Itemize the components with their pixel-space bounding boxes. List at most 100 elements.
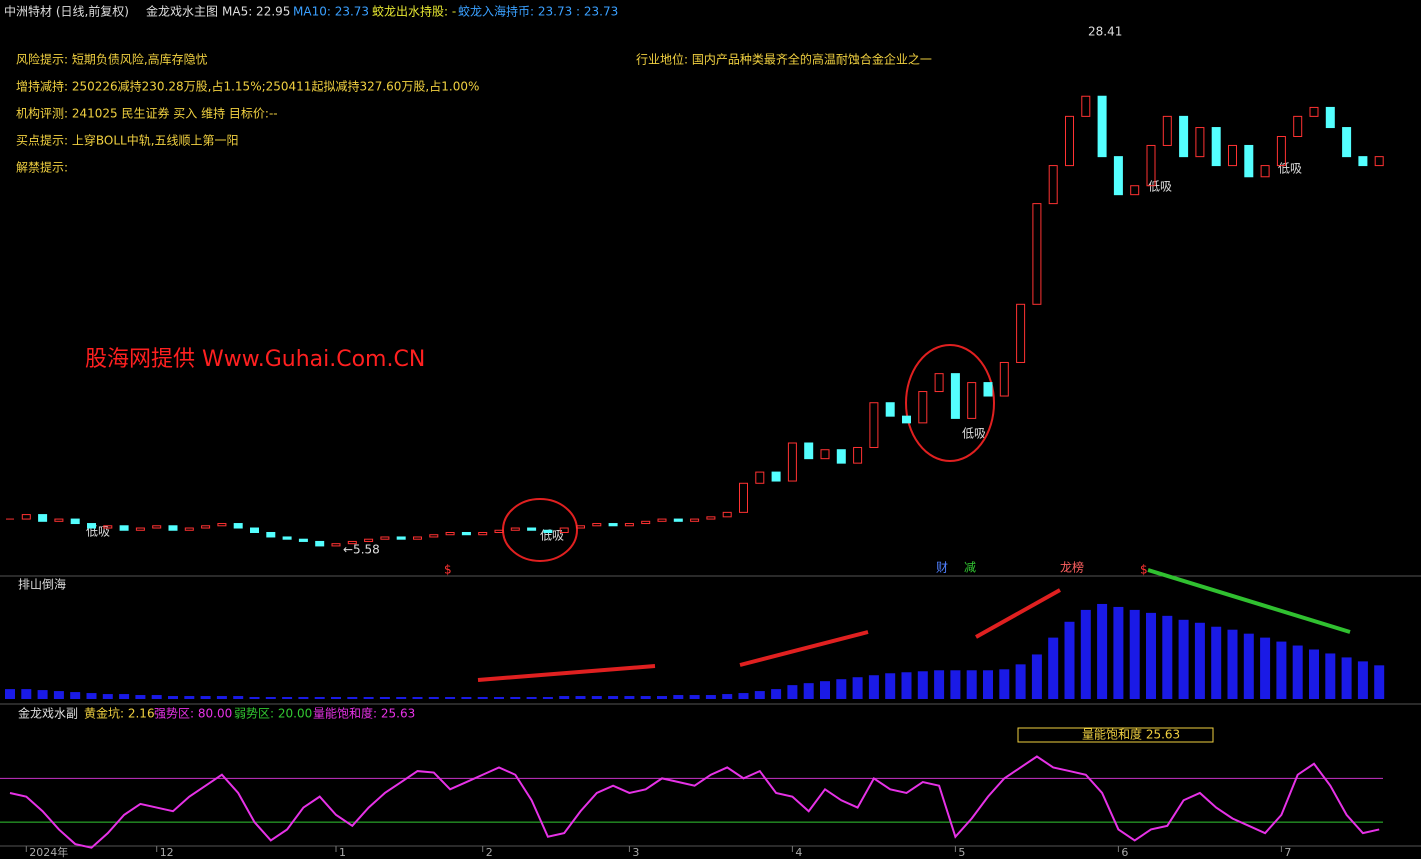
- event: $: [1140, 563, 1148, 577]
- candle: [21, 514, 31, 520]
- candle: [152, 525, 162, 529]
- high-label: 28.41: [1088, 25, 1122, 39]
- bar: [412, 697, 423, 699]
- event: 龙榜: [1060, 560, 1084, 575]
- candle: [233, 523, 243, 529]
- candle: [755, 471, 765, 484]
- bar: [836, 679, 847, 699]
- event: $: [444, 563, 452, 577]
- bar: [999, 669, 1010, 699]
- bar: [1276, 641, 1287, 699]
- bar: [754, 691, 765, 699]
- bar: [1374, 665, 1385, 699]
- candle: [999, 361, 1009, 397]
- bar: [331, 697, 341, 699]
- candle: [298, 538, 308, 542]
- bar: [966, 670, 977, 699]
- bar: [1341, 657, 1352, 699]
- candle: [1048, 165, 1058, 205]
- bar: [852, 677, 863, 699]
- candle: [1130, 185, 1140, 196]
- candle: [1113, 156, 1123, 196]
- candle: [1032, 203, 1042, 305]
- candle: [950, 373, 960, 419]
- stock-title: 中洲特材 (日线,前复权): [4, 4, 129, 19]
- candle: [853, 446, 863, 464]
- bar: [983, 670, 993, 699]
- candle: [787, 442, 797, 482]
- bar: [1194, 622, 1205, 699]
- bar: [1227, 629, 1238, 699]
- info-line: 买点提示: 上穿BOLL中轨,五线顺上第一阳: [16, 133, 239, 148]
- bar: [396, 697, 407, 699]
- x-tick-label: 6: [1121, 846, 1128, 859]
- arrow: [477, 664, 656, 682]
- bar: [738, 693, 749, 699]
- bar: [868, 675, 879, 699]
- signal-label: 低吸: [1148, 180, 1172, 194]
- x-tick-label: 2: [486, 846, 493, 859]
- bar: [70, 692, 81, 699]
- bar: [1292, 645, 1303, 699]
- candle: [673, 518, 683, 522]
- bar: [119, 694, 130, 699]
- bar: [1064, 621, 1075, 699]
- candle: [429, 534, 439, 538]
- info-line: 机构评测: 241025 民生证券 买入 维持 目标价:--: [16, 106, 278, 121]
- candle: [1260, 165, 1270, 178]
- candle: [1179, 115, 1189, 158]
- bar: [102, 694, 113, 699]
- candle: [478, 531, 488, 536]
- candle: [1276, 136, 1286, 167]
- bar: [575, 696, 586, 699]
- arrow: [975, 588, 1061, 639]
- candle: [1358, 156, 1368, 167]
- x-tick-label: 3: [632, 846, 639, 859]
- bar: [1211, 626, 1222, 699]
- candle: [624, 523, 634, 527]
- candle: [1016, 303, 1026, 363]
- bar: [347, 697, 358, 699]
- bar: [265, 697, 276, 699]
- candle: [135, 527, 145, 531]
- candle: [413, 536, 422, 540]
- candle: [592, 523, 602, 527]
- bar: [787, 685, 798, 699]
- label-box: [1017, 727, 1214, 743]
- signal-label: 低吸: [962, 427, 986, 441]
- info-block: 风险提示: 短期负债风险,高库存隐忧 增持减持: 250226减持230.28万…: [16, 52, 479, 175]
- watermark: 股海网提供 Www.Guhai.Com.CN: [85, 347, 425, 372]
- bar: [1357, 661, 1368, 699]
- bar: [934, 670, 945, 699]
- candle: [641, 520, 651, 525]
- bar: [673, 695, 684, 699]
- candle: [282, 536, 292, 540]
- candle: [608, 523, 618, 527]
- x-tick-label: 12: [160, 846, 174, 859]
- candle: [87, 523, 96, 529]
- candle: [184, 527, 194, 531]
- candle: [657, 518, 667, 522]
- candle: [1097, 95, 1107, 158]
- bar: [689, 695, 700, 699]
- bar: [249, 697, 260, 699]
- bar: [820, 681, 830, 699]
- bar: [917, 671, 928, 699]
- candle: [510, 527, 520, 531]
- bar: [200, 696, 211, 699]
- candle: [494, 529, 504, 533]
- box-label: 量能饱和度 25.63: [1082, 727, 1180, 742]
- candle: [804, 442, 814, 460]
- bar: [477, 697, 488, 699]
- candle: [1162, 115, 1172, 146]
- bar: [5, 689, 15, 699]
- bar: [608, 696, 619, 699]
- info-line: 风险提示: 短期负债风险,高库存隐忧: [16, 52, 208, 67]
- ma5: MA5: 22.95: [222, 5, 290, 19]
- candle: [364, 538, 374, 542]
- low-label: ←5.58: [343, 543, 380, 557]
- candle: [918, 391, 928, 424]
- candle: [967, 382, 977, 419]
- candle: [1374, 156, 1384, 167]
- bar: [1243, 633, 1254, 699]
